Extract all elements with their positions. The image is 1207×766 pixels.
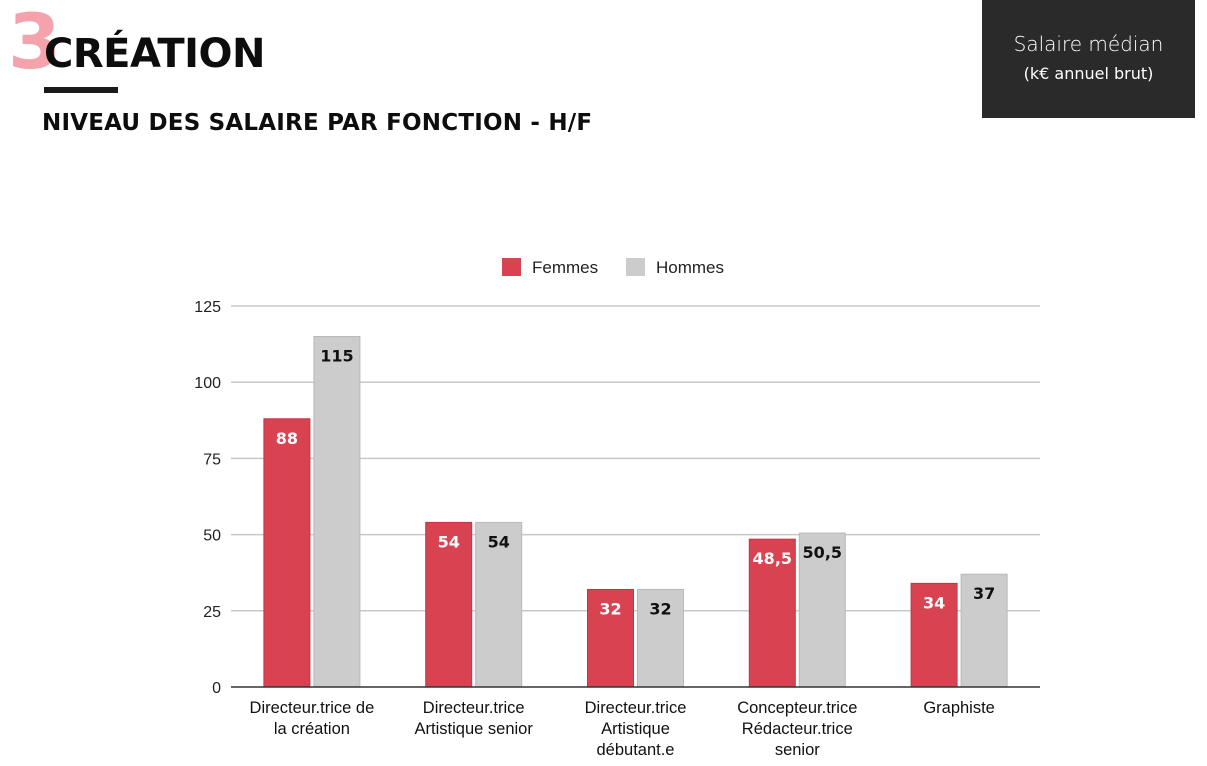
x-category-label: Directeur.trice [423, 699, 525, 717]
x-category-label: la création [274, 720, 350, 738]
x-category-label: débutant.e [597, 741, 675, 759]
data-label: 37 [973, 584, 995, 603]
data-label: 54 [438, 532, 460, 551]
data-label: 32 [599, 599, 621, 618]
x-category-label: Artistique [601, 720, 670, 738]
y-tick-label: 75 [203, 451, 221, 468]
data-label: 50,5 [803, 543, 842, 562]
x-category-label: Directeur.trice [585, 699, 687, 717]
data-label: 48,5 [753, 549, 792, 568]
x-category-label: Directeur.trice de [250, 699, 375, 717]
y-tick-label: 0 [212, 680, 221, 697]
x-category-label: senior [775, 741, 820, 759]
data-label: 32 [649, 599, 671, 618]
legend-label: Femmes [532, 258, 598, 277]
bar-hommes [960, 573, 1008, 688]
median-salary-label: Salaire médian [1013, 32, 1164, 56]
bar-femmes [263, 418, 311, 688]
y-tick-label: 125 [194, 299, 221, 316]
chart-subtitle: NIVEAU DES SALAIRE PAR FONCTION - H/F [42, 110, 593, 136]
y-tick-label: 25 [203, 604, 221, 621]
y-tick-label: 50 [203, 528, 221, 545]
bar-femmes [910, 582, 958, 688]
median-salary-box: Salaire médian (k€ annuel brut) [982, 0, 1195, 118]
legend-label: Hommes [656, 258, 724, 277]
data-label: 88 [276, 429, 298, 448]
legend-swatch [502, 258, 521, 276]
legend-swatch [626, 258, 645, 276]
title-underline [44, 87, 118, 93]
bar-hommes [798, 532, 846, 688]
data-label: 34 [923, 593, 945, 612]
bar-femmes [748, 538, 796, 688]
y-tick-label: 100 [194, 375, 221, 392]
median-salary-unit: (k€ annuel brut) [1023, 64, 1154, 83]
data-label: 54 [488, 532, 510, 551]
x-category-label: Graphiste [923, 699, 995, 717]
data-label: 115 [320, 346, 353, 365]
x-category-label: Rédacteur.trice [742, 720, 853, 738]
x-category-label: Concepteur.trice [737, 699, 857, 717]
bar-femmes [587, 588, 634, 688]
bar-hommes [637, 588, 684, 688]
x-category-label: Artistique senior [415, 720, 534, 738]
section-number: 3 [8, 0, 61, 86]
bar-hommes [313, 335, 361, 688]
section-title: CRÉATION [44, 31, 265, 77]
